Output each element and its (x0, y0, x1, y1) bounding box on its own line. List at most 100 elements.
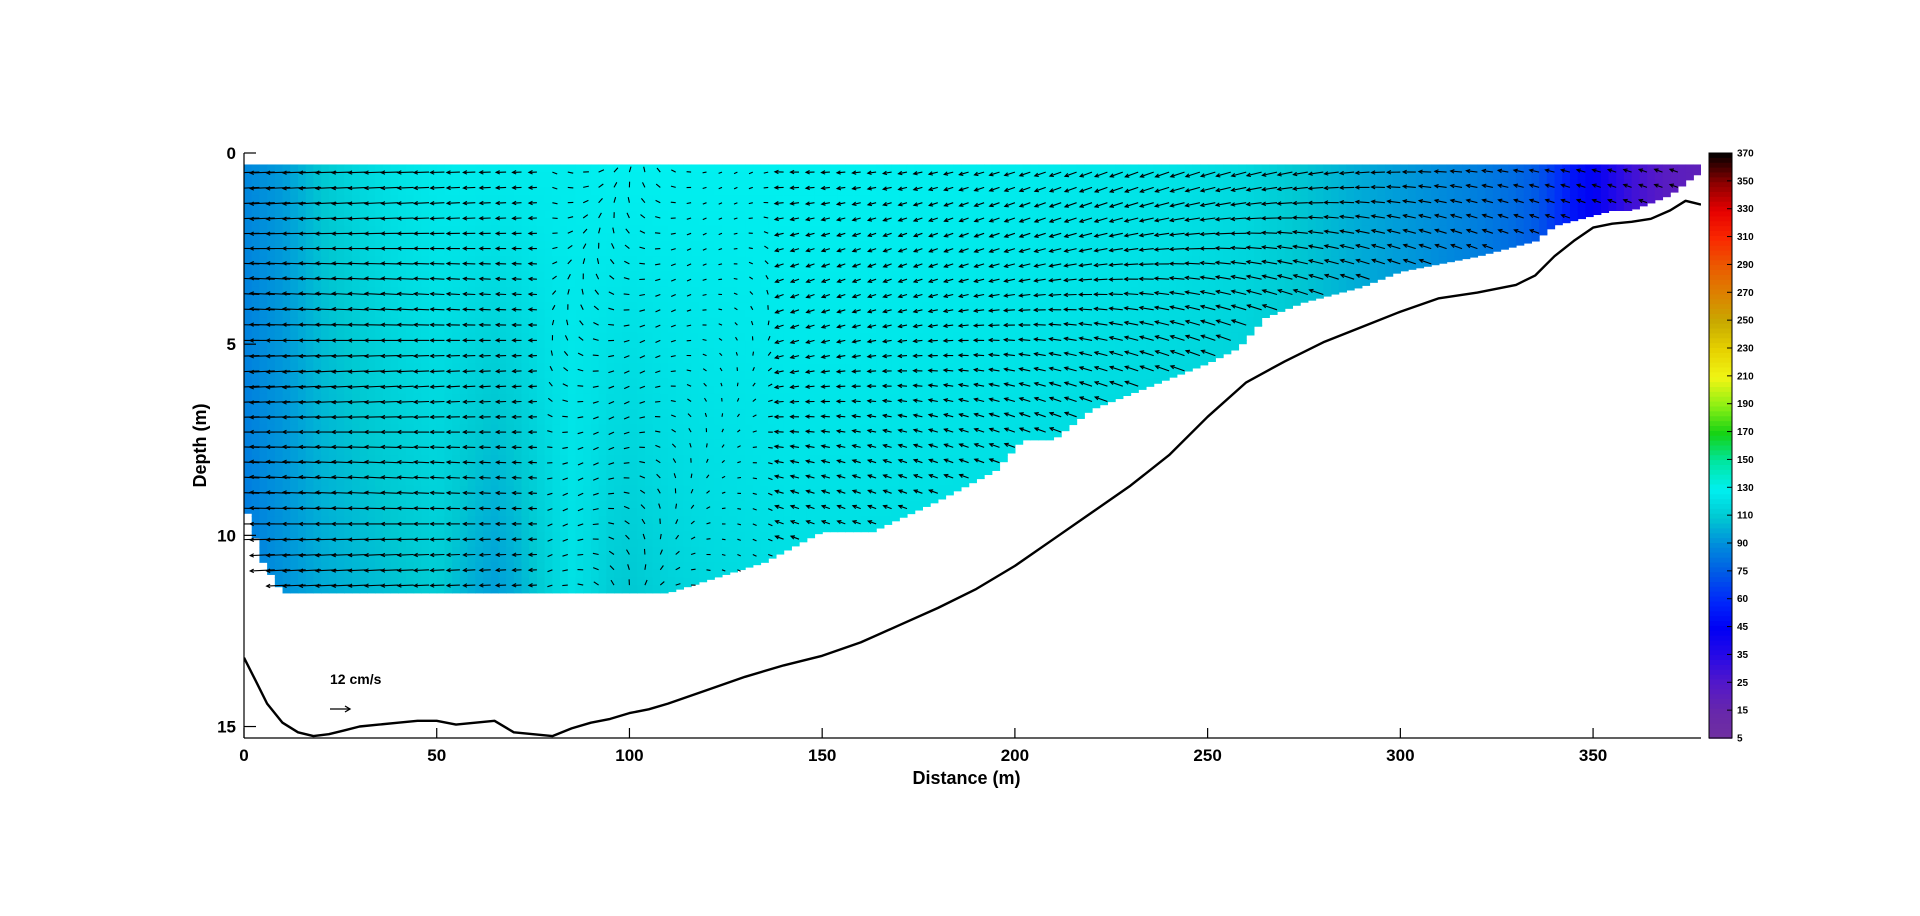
field-cell (336, 225, 345, 234)
field-cell (752, 271, 762, 280)
field-cell (906, 317, 916, 326)
field-cell (297, 210, 307, 219)
field-cell (467, 539, 476, 548)
field-cell (375, 271, 384, 280)
field-cell (822, 348, 831, 357)
field-cell (629, 493, 638, 502)
field-cell (251, 195, 261, 204)
field-cell (313, 332, 322, 341)
field-cell (351, 218, 361, 227)
field-cell (922, 256, 931, 265)
field-cell (691, 416, 700, 426)
field-cell (359, 531, 368, 540)
field-cell (382, 370, 392, 380)
field-cell (421, 340, 430, 349)
field-cell (567, 447, 577, 456)
field-cell (413, 187, 422, 196)
field-cell (506, 164, 515, 173)
field-cell (321, 432, 330, 441)
field-cell (490, 317, 499, 326)
field-cell (868, 355, 877, 364)
field-cell (860, 240, 870, 250)
field-cell (328, 332, 338, 341)
field-cell (814, 225, 823, 234)
field-cell (737, 523, 746, 533)
field-cell (945, 286, 954, 296)
field-cell (305, 286, 314, 296)
field-cell (482, 432, 492, 441)
field-cell (876, 370, 885, 380)
field-cell (606, 485, 615, 494)
field-cell (444, 585, 453, 594)
field-cell (321, 263, 330, 273)
field-cell (806, 493, 816, 502)
field-cell (721, 294, 731, 303)
field-cell (490, 470, 499, 479)
field-cell (621, 493, 631, 502)
field-cell (660, 248, 669, 257)
field-cell (398, 355, 407, 364)
field-cell (297, 523, 307, 533)
field-cell (621, 340, 631, 349)
field-cell (506, 195, 515, 204)
field-cell (590, 455, 600, 464)
field-cell (398, 309, 407, 319)
field-cell (891, 286, 900, 296)
field-cell (290, 179, 299, 189)
field-cell (721, 348, 731, 357)
field-cell (737, 256, 746, 265)
field-cell (305, 516, 314, 525)
field-cell (529, 179, 538, 189)
field-cell (721, 179, 731, 189)
field-cell (382, 309, 392, 319)
field-cell (737, 202, 746, 211)
field-cell (321, 409, 330, 418)
field-cell (259, 233, 268, 242)
field-cell (829, 294, 839, 303)
field-cell (529, 256, 538, 265)
field-cell (922, 332, 931, 341)
field-cell (637, 546, 646, 556)
field-cell (490, 393, 499, 403)
field-cell (282, 179, 291, 189)
field-cell (891, 378, 900, 387)
field-cell (791, 470, 800, 479)
field-cell (637, 233, 646, 242)
field-cell (351, 225, 361, 234)
field-cell (328, 409, 338, 418)
field-cell (490, 340, 499, 349)
field-cell (506, 332, 515, 341)
field-cell (251, 393, 261, 403)
field-cell (768, 302, 777, 311)
field-cell (775, 447, 785, 456)
field-cell (644, 340, 654, 349)
field-cell (552, 577, 561, 586)
field-cell (637, 447, 646, 456)
field-cell (282, 585, 291, 594)
field-cell (906, 416, 916, 426)
field-cell (583, 470, 592, 479)
field-cell (906, 455, 916, 464)
field-cell (513, 164, 523, 173)
field-cell (806, 416, 816, 426)
field-cell (590, 256, 600, 265)
field-cell (930, 279, 939, 288)
field-cell (721, 500, 731, 510)
field-cell (945, 386, 954, 395)
field-cell (282, 332, 291, 341)
field-cell (868, 309, 877, 319)
field-cell (876, 409, 885, 418)
field-cell (305, 523, 314, 533)
field-cell (806, 523, 816, 533)
field-cell (629, 546, 638, 556)
field-cell (367, 516, 376, 525)
field-cell (752, 340, 762, 349)
field-cell (660, 340, 669, 349)
field-cell (937, 172, 947, 181)
field-cell (814, 332, 823, 341)
field-cell (536, 294, 546, 303)
field-cell (806, 386, 816, 395)
field-cell (814, 294, 823, 303)
field-cell (906, 370, 916, 380)
field-cell (845, 493, 854, 502)
